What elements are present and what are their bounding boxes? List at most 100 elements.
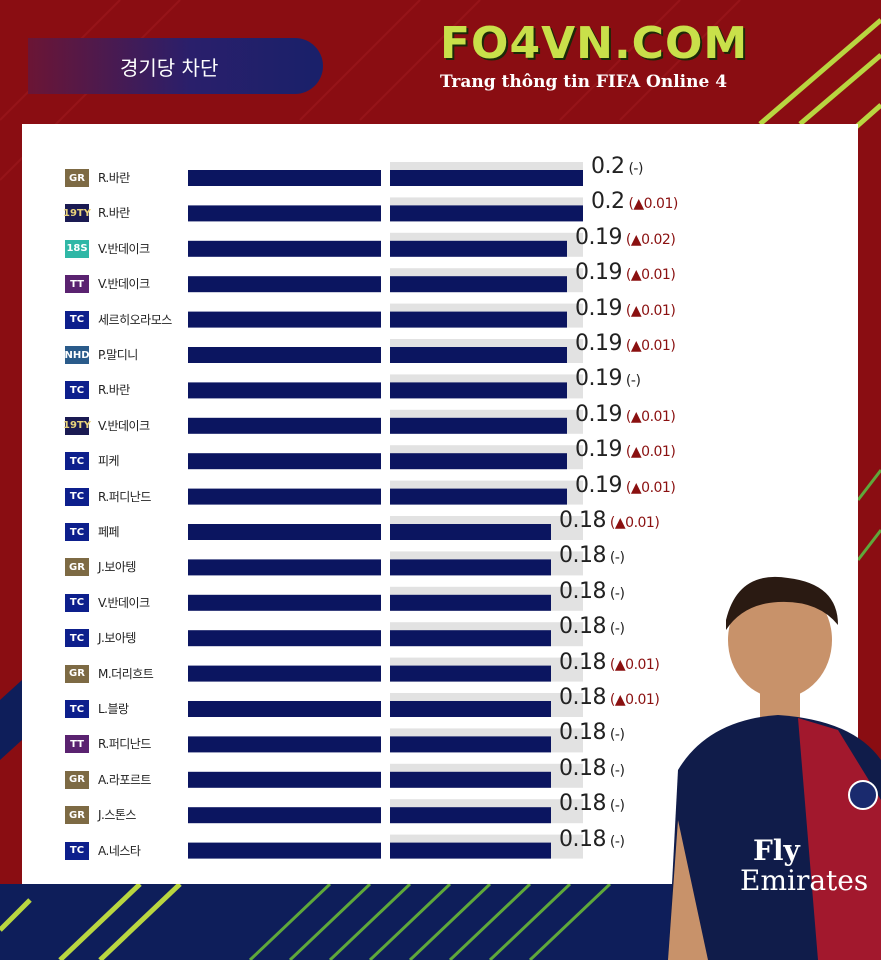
card-badge: TC (65, 593, 89, 612)
bar-segment-left (188, 170, 381, 186)
card-badge: TC (65, 452, 89, 471)
player-image: Fly Emirates (668, 576, 881, 960)
bar (390, 630, 551, 647)
player-name: P.말디니 (98, 348, 138, 362)
player-name: R.바란 (98, 206, 130, 221)
bar (390, 240, 567, 257)
bar-segment-left (188, 311, 381, 328)
data-label: 0.18 (▲0.01) (559, 649, 660, 675)
bar (390, 594, 551, 611)
player-name: R.퍼디난드 (98, 737, 151, 752)
value-text: 0.19 (575, 437, 622, 463)
bar (390, 559, 551, 576)
bar-segment-left (188, 488, 381, 505)
value-text: 0.18 (559, 826, 606, 852)
change-text: (▲0.01) (605, 656, 660, 673)
bar (390, 488, 567, 505)
bar-segment-left (188, 665, 381, 682)
player-name: J.보아텡 (98, 631, 136, 646)
value-text: 0.19 (575, 224, 622, 250)
data-label: 0.19 (▲0.01) (575, 401, 676, 427)
bar-segment-left (188, 630, 381, 647)
svg-text:Fly: Fly (753, 834, 801, 867)
value-text: 0.18 (559, 649, 606, 675)
bar-segment-left (188, 559, 381, 576)
logo-sub: Trang thông tin FIFA Online 4 (440, 72, 728, 92)
data-label: 0.19 (▲0.01) (575, 260, 676, 285)
card-badge: GR (65, 664, 89, 683)
value-text: 0.18 (559, 791, 606, 817)
data-label: 0.18 (▲0.01) (559, 685, 660, 710)
bar-segment-left (188, 205, 381, 222)
logo-main: FO4VN.COM (440, 18, 749, 69)
card-badge: TT (65, 275, 89, 294)
bar-segment-left (188, 382, 381, 399)
data-label: 0.19 (▲0.01) (575, 437, 676, 463)
svg-text:Emirates: Emirates (740, 864, 868, 897)
player-name: L.블랑 (98, 702, 129, 716)
bar (390, 736, 551, 753)
bar (390, 701, 551, 717)
card-badge: TC (65, 629, 89, 648)
site-logo: FO4VN.COM Trang thông tin FIFA Online 4 (440, 18, 749, 93)
change-text: (▲0.01) (621, 408, 676, 425)
bar (390, 417, 567, 434)
chart-panel: GR R.바란 0.2 (-) 19TY R.바란 0.2 (▲0.01) 18S V.반데이… (22, 124, 858, 884)
change-text: (▲0.01) (605, 515, 660, 531)
value-text: 0.18 (559, 508, 606, 533)
bar-segment-left (188, 594, 381, 611)
card-badge: 19TY (63, 204, 91, 223)
bar-segment-left (188, 771, 381, 788)
player-name: R.퍼디난드 (98, 489, 151, 504)
data-label: 0.19 (▲0.02) (575, 224, 676, 250)
change-text: (▲0.01) (621, 267, 676, 284)
change-text: (-) (624, 161, 643, 177)
change-text: (-) (621, 373, 641, 390)
player-name: J.스톤스 (98, 808, 136, 823)
bar (390, 170, 583, 186)
change-text: (▲0.01) (624, 196, 678, 213)
card-badge: 18S (65, 239, 89, 258)
data-label: 0.18 (-) (559, 543, 625, 569)
card-badge: TC (65, 310, 89, 329)
data-label: 0.19 (▲0.01) (575, 472, 676, 498)
bar-segment-left (188, 347, 381, 363)
player-name: 페페 (98, 525, 120, 539)
data-label: 0.18 (-) (559, 720, 625, 745)
card-badge: GR (65, 169, 89, 187)
change-text: (▲0.01) (621, 302, 676, 319)
change-text: (▲0.01) (621, 338, 676, 354)
data-label: 0.18 (-) (559, 756, 625, 781)
data-label: 0.18 (-) (559, 614, 625, 639)
value-text: 0.18 (559, 543, 606, 569)
player-name: V.반데이크 (98, 241, 150, 256)
bar-segment-left (188, 453, 381, 470)
bar-segment-left (188, 701, 381, 717)
bar (390, 524, 551, 540)
data-label: 0.18 (-) (559, 826, 625, 852)
bar (390, 842, 551, 859)
card-badge: TC (65, 487, 89, 506)
bar (390, 453, 567, 470)
bar-chart (188, 162, 583, 859)
value-text: 0.19 (575, 472, 622, 498)
card-badge: GR (65, 770, 89, 789)
value-text: 0.19 (575, 401, 622, 427)
data-label: 0.19 (-) (575, 366, 641, 391)
bar-segment-left (188, 736, 381, 753)
card-badge: TC (65, 700, 89, 718)
value-text: 0.19 (575, 331, 622, 356)
card-badge: 19TY (63, 416, 91, 435)
change-text: (▲0.02) (621, 231, 676, 248)
data-label: 0.18 (-) (559, 579, 625, 604)
change-text: (-) (605, 727, 625, 744)
value-text: 0.18 (559, 685, 606, 710)
player-name: V.반데이크 (98, 277, 150, 292)
bar (390, 347, 567, 363)
data-label: 0.2 (▲0.01) (591, 189, 678, 214)
bar (390, 665, 551, 682)
bar-segment-left (188, 842, 381, 859)
player-name: R.바란 (98, 383, 130, 398)
player-name: J.보아텡 (98, 560, 136, 575)
chart-title: 경기당 차단 (28, 38, 323, 94)
